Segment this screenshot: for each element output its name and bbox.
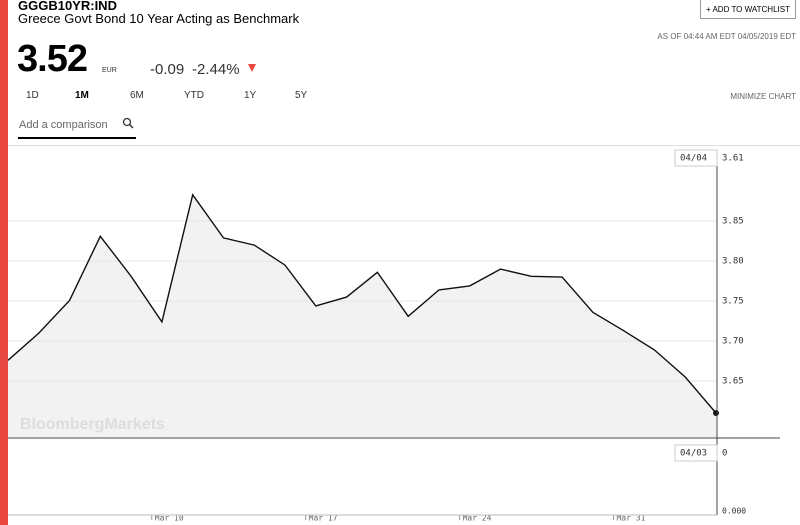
end-point bbox=[713, 410, 719, 417]
y-tick-label: 3.70 bbox=[722, 337, 744, 347]
volume-axis-label: 0.000 bbox=[722, 507, 746, 516]
watchlist-button[interactable]: + ADD TO WATCHLIST bbox=[700, 0, 796, 19]
tab[interactable]: 1Y bbox=[244, 90, 257, 101]
tab[interactable]: 6M bbox=[130, 90, 144, 101]
input-underline bbox=[18, 137, 136, 139]
crosshair-value: 3.61 bbox=[722, 154, 744, 164]
change-percent: -2.44% bbox=[192, 61, 240, 78]
watermark: BloombergMarkets bbox=[20, 416, 165, 433]
change: -0.09 bbox=[150, 61, 185, 78]
volume-value: 0 bbox=[722, 449, 727, 459]
currency: EUR bbox=[102, 67, 117, 74]
line bbox=[7, 193, 717, 414]
crosshair-date-box bbox=[674, 149, 718, 167]
area bbox=[8, 194, 716, 437]
tab[interactable]: YTD bbox=[184, 90, 204, 101]
tab[interactable]: 1M bbox=[75, 90, 89, 101]
as-of: AS OF 04:44 AM EDT 04/05/2019 EDT bbox=[657, 32, 796, 41]
price: 3.52 bbox=[17, 38, 88, 80]
crosshair-date: 04/04 bbox=[680, 154, 707, 164]
x-tick-label: Mar 17 bbox=[309, 514, 338, 523]
y-tick-label: 3.65 bbox=[722, 377, 744, 387]
security-name: Greece Govt Bond 10 Year Acting as Bench… bbox=[18, 11, 300, 26]
y-tick-label: 3.75 bbox=[722, 297, 744, 307]
separator bbox=[8, 145, 800, 146]
search-icon[interactable] bbox=[122, 117, 136, 131]
minimize-chart[interactable]: MINIMIZE CHART bbox=[730, 92, 796, 101]
volume-date-box bbox=[674, 444, 718, 462]
x-tick-label: Mar 24 bbox=[463, 514, 492, 523]
x-tick-label: Mar 31 bbox=[616, 514, 645, 523]
y-tick-label: 3.80 bbox=[722, 257, 744, 267]
accent-bar bbox=[0, 0, 8, 525]
ticker: GGGB10YR:IND bbox=[18, 0, 117, 13]
y-tick-label: 3.85 bbox=[722, 217, 744, 227]
x-tick-label: Mar 10 bbox=[155, 514, 184, 523]
tab[interactable]: 1D bbox=[26, 90, 39, 101]
tab[interactable]: 5Y bbox=[295, 90, 308, 101]
down-arrow bbox=[248, 64, 256, 72]
comparison-input[interactable]: Add a comparison bbox=[19, 119, 108, 131]
volume-date: 04/03 bbox=[680, 449, 707, 459]
